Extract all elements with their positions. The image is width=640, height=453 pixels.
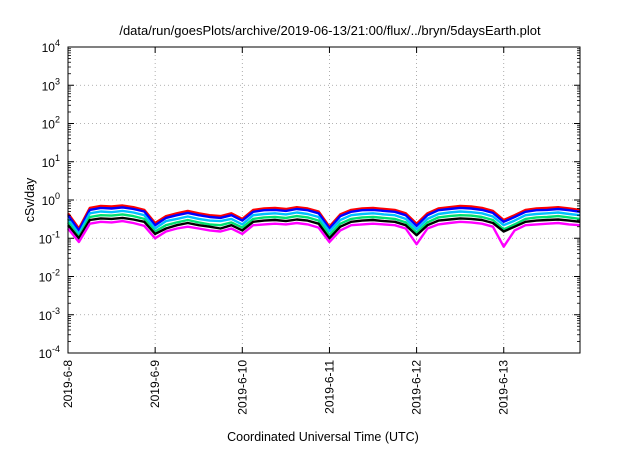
x-tick-label: 2019-6-10 [235,360,249,415]
y-tick-label-exponent: 0 [55,191,60,201]
y-tick-label: 103 [42,76,60,93]
y-tick-label: 102 [42,115,60,132]
y-tick-label-base: 10 [42,156,56,170]
x-axis-label: Coordinated Universal Time (UTC) [227,430,419,444]
y-tick-label-exponent: -4 [52,344,60,354]
y-tick-label-base: 10 [39,309,53,323]
series-layer [67,204,581,248]
grid [68,46,580,354]
y-axis-label: cSv/day [23,177,37,222]
x-tick-label: 2019-6-11 [322,360,336,414]
x-tick-label: 2019-6-13 [497,360,511,415]
y-tick-label-base: 10 [42,118,56,132]
series-line-1 [67,206,581,232]
y-tick-label: 10-4 [39,344,60,361]
y-tick-label-exponent: 2 [55,115,60,125]
y-tick-label-exponent: 4 [55,38,60,48]
y-tick-label: 10-1 [39,229,60,246]
y-tick-label: 10-2 [39,268,60,285]
y-tick-label-exponent: -1 [52,229,60,239]
x-tick-label: 2019-6-9 [148,360,162,408]
x-tick-label: 2019-6-12 [410,360,424,415]
x-tick-label: 2019-6-8 [61,360,75,408]
y-tick-label-base: 10 [39,232,53,246]
y-tick-label: 10-3 [39,306,60,323]
y-tick-label-exponent: -3 [52,306,60,316]
y-tick-label: 101 [42,153,60,170]
y-tick-label-base: 10 [39,271,53,285]
y-tick-label: 104 [42,38,60,55]
x-axis-tick-labels: 2019-6-8 2019-6-9 2019-6-10 2019-6-11 2019-6… [61,360,511,415]
y-tick-label-base: 10 [42,41,56,55]
axis-ticks [67,46,580,354]
series-line-3 [67,213,581,238]
series-line-5 [67,219,581,248]
y-tick-label-base: 10 [42,194,56,208]
y-tick-label-exponent: -2 [52,268,60,278]
series-line-2 [67,209,581,236]
y-tick-label-base: 10 [39,347,53,361]
y-tick-label-base: 10 [42,79,56,93]
y-tick-label: 100 [42,191,60,208]
chart-title: /data/run/goesPlots/archive/2019-06-13/2… [119,23,541,38]
series-line-4 [67,216,581,240]
y-tick-label-exponent: 1 [55,153,60,163]
y-tick-label-exponent: 3 [55,76,60,86]
